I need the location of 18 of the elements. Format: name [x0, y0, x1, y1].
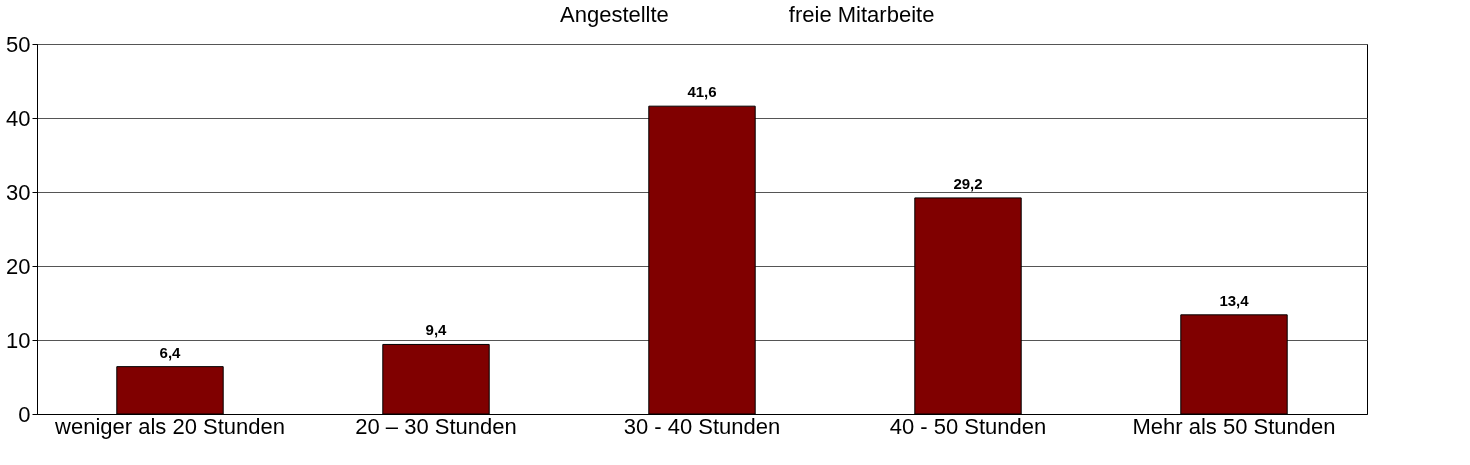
y-tick-label: 40	[6, 105, 31, 131]
data-label: 13,4	[1219, 291, 1250, 309]
data-label: 9,4	[425, 321, 448, 339]
x-tick-label: 30 - 40 Stunden	[623, 413, 781, 439]
y-tick-label: 20	[6, 253, 31, 279]
text: freie Mitarbeite	[788, 2, 935, 28]
x-tick-label: 20 – 30 Stunden	[355, 413, 517, 439]
data-label: 29,2	[953, 174, 983, 192]
x-tick-label: Mehr als 50 Stunden	[1132, 413, 1336, 439]
y-tick-label: 10	[6, 327, 31, 353]
y-tick-label: 50	[6, 31, 31, 57]
data-label: 6,4	[159, 343, 182, 361]
y-tick-label: 0	[18, 401, 31, 427]
x-tick-label: weniger als 20 Stunden	[54, 413, 285, 439]
y-tick-label: 30	[6, 179, 31, 205]
x-tick-label: 40 - 50 Stunden	[889, 413, 1047, 439]
data-label: 41,6	[687, 83, 717, 101]
text: Angestellte	[560, 2, 669, 28]
